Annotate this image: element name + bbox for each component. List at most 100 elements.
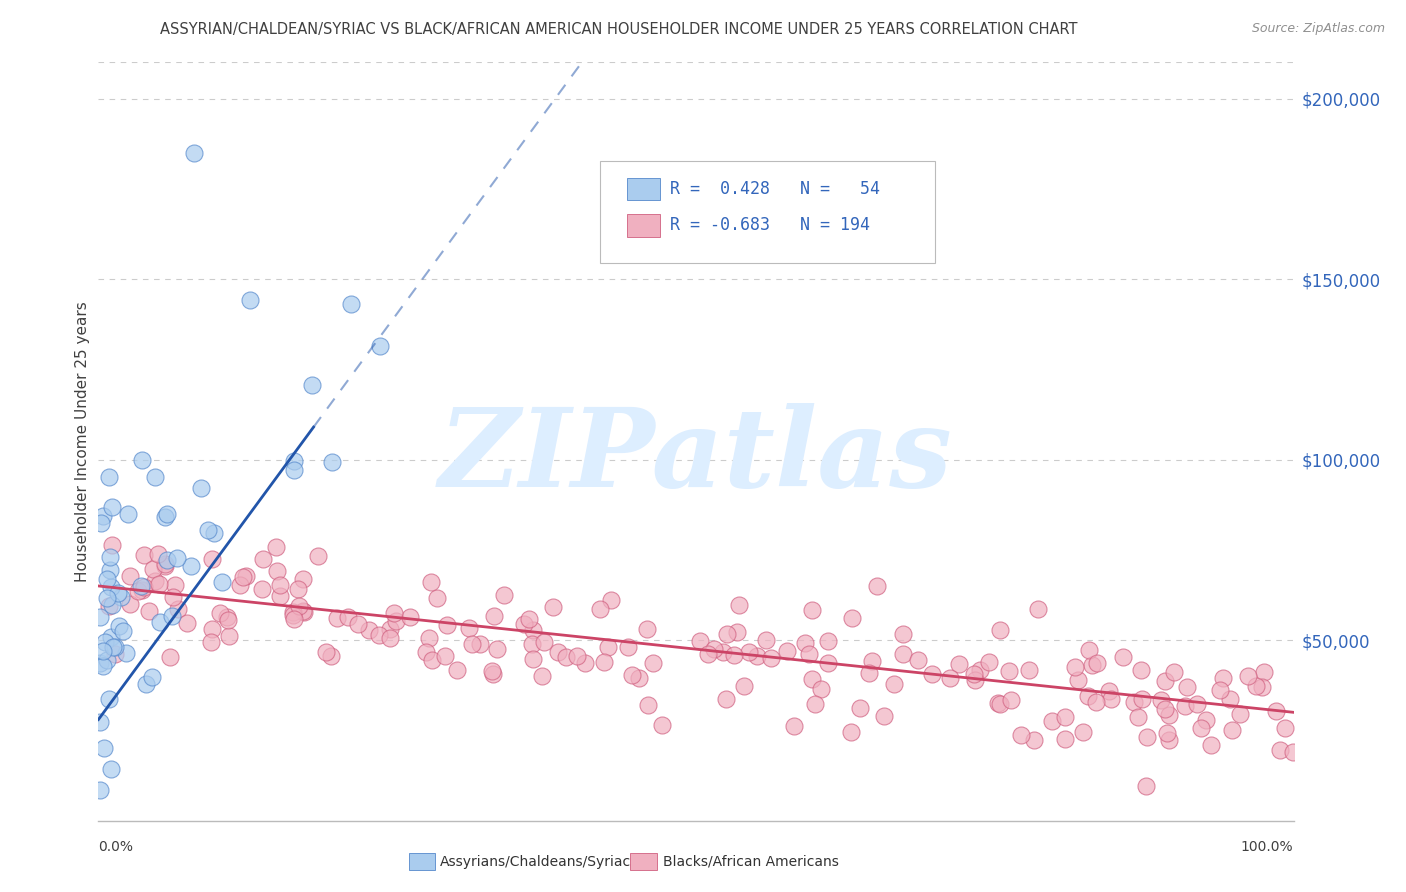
Point — [378, 622, 401, 636]
Point — [1150, 693, 1173, 707]
Point — [98, 692, 121, 706]
Point — [321, 455, 343, 469]
Point — [1281, 745, 1303, 759]
Point — [176, 615, 198, 630]
Point — [93, 634, 115, 648]
Point — [149, 615, 172, 629]
Point — [636, 622, 658, 636]
Point — [1274, 721, 1296, 735]
Point — [1185, 697, 1208, 711]
Point — [98, 549, 121, 564]
Bar — [627, 178, 661, 201]
Point — [804, 697, 827, 711]
Point — [96, 653, 118, 667]
Point — [380, 631, 402, 645]
Point — [127, 584, 149, 599]
Point — [531, 669, 554, 683]
Point — [321, 649, 343, 664]
Point — [153, 510, 176, 524]
Point — [589, 602, 612, 616]
Point — [232, 570, 254, 584]
Point — [252, 551, 274, 566]
Point — [1212, 671, 1234, 685]
Point — [1066, 673, 1088, 688]
Point — [91, 509, 114, 524]
Point — [281, 605, 304, 619]
Point — [565, 649, 588, 664]
Point — [156, 552, 179, 566]
Point — [1136, 731, 1159, 745]
Point — [1077, 690, 1099, 704]
Point — [433, 648, 456, 663]
Point — [723, 648, 745, 662]
Point — [1153, 702, 1175, 716]
Bar — [409, 854, 436, 870]
Point — [1130, 691, 1153, 706]
Point — [513, 616, 536, 631]
Point — [689, 633, 711, 648]
Point — [283, 454, 305, 468]
Point — [91, 659, 114, 673]
Point — [817, 657, 839, 671]
Point — [1053, 732, 1076, 747]
Point — [457, 621, 479, 635]
Point — [1159, 733, 1181, 747]
Point — [866, 579, 889, 593]
Point — [1053, 710, 1076, 724]
Point — [541, 600, 564, 615]
Point — [239, 293, 262, 307]
Point — [1087, 656, 1109, 670]
Point — [287, 599, 309, 613]
Point — [357, 623, 380, 637]
Point — [114, 646, 136, 660]
Point — [135, 677, 157, 691]
Point — [215, 609, 238, 624]
Point — [737, 645, 759, 659]
Point — [1010, 728, 1032, 742]
Point — [1199, 738, 1222, 752]
Point — [134, 548, 156, 562]
Point — [291, 573, 314, 587]
Point — [166, 550, 188, 565]
Point — [209, 606, 232, 620]
Point — [593, 655, 616, 669]
Point — [368, 627, 391, 641]
Point — [492, 588, 515, 602]
Point — [101, 640, 124, 655]
Point — [200, 622, 222, 636]
Point — [100, 500, 122, 514]
Point — [382, 606, 405, 620]
Point — [990, 697, 1012, 711]
Point — [1195, 713, 1218, 727]
Point — [1080, 657, 1102, 672]
Point — [810, 681, 832, 696]
Point — [1156, 726, 1178, 740]
Point — [1085, 695, 1108, 709]
Bar — [627, 214, 661, 236]
Point — [963, 673, 986, 687]
Point — [89, 783, 111, 797]
Point — [799, 648, 821, 662]
Point — [621, 668, 644, 682]
Point — [112, 624, 135, 638]
Point — [651, 718, 673, 732]
Text: 0.0%: 0.0% — [98, 839, 134, 854]
Point — [1264, 704, 1286, 718]
Point — [714, 692, 737, 706]
Point — [841, 611, 863, 625]
Point — [153, 558, 176, 572]
Point — [711, 645, 734, 659]
Point — [446, 663, 468, 677]
Point — [520, 637, 543, 651]
Point — [522, 652, 544, 666]
Point — [211, 575, 233, 590]
Point — [1099, 691, 1122, 706]
Point — [200, 635, 222, 649]
Point — [269, 578, 291, 592]
Point — [96, 591, 118, 606]
Point — [1174, 698, 1197, 713]
Point — [860, 654, 883, 668]
Point — [733, 680, 755, 694]
Point — [1163, 665, 1185, 679]
Point — [948, 657, 970, 672]
